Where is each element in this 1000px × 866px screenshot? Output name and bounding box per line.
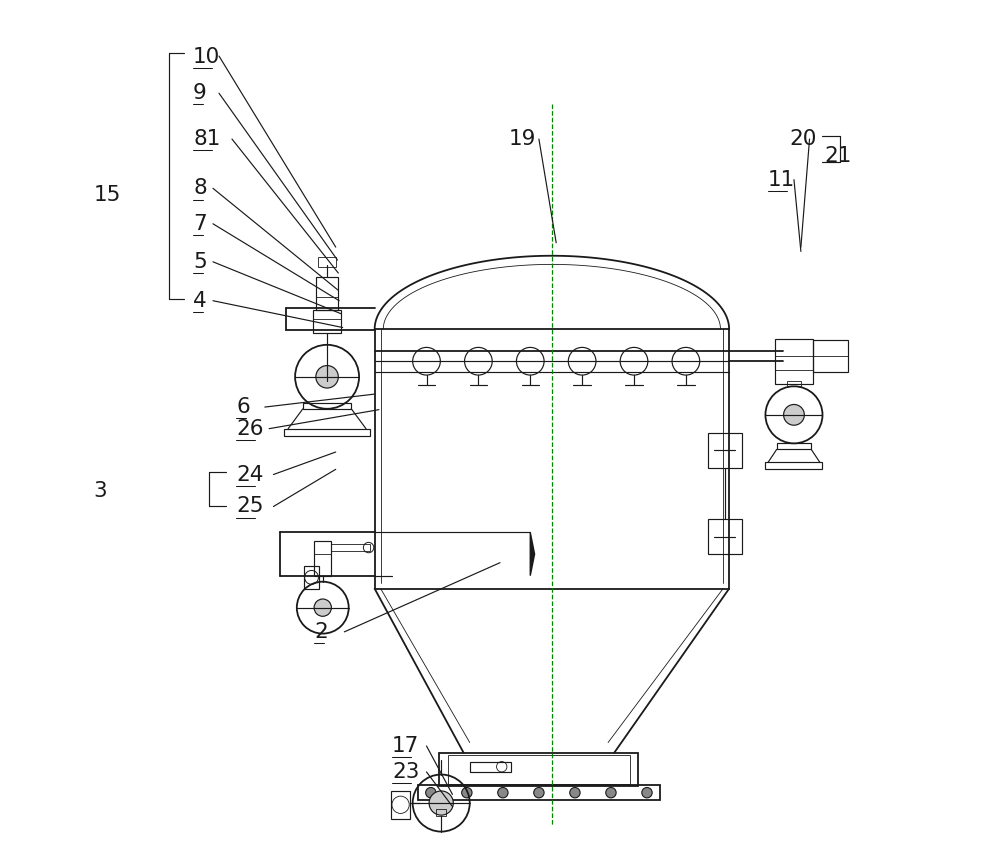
Text: 10: 10 xyxy=(193,47,220,67)
Circle shape xyxy=(570,787,580,798)
Text: 23: 23 xyxy=(392,762,419,782)
Text: 7: 7 xyxy=(193,214,207,234)
Circle shape xyxy=(429,791,453,815)
Bar xyxy=(813,340,848,372)
Text: 20: 20 xyxy=(790,129,817,149)
Bar xyxy=(391,791,410,818)
Text: 25: 25 xyxy=(236,496,264,516)
Text: 81: 81 xyxy=(193,129,220,149)
Bar xyxy=(318,256,336,267)
Text: 9: 9 xyxy=(193,83,207,103)
Bar xyxy=(304,566,319,589)
Text: 4: 4 xyxy=(193,291,207,311)
Text: 19: 19 xyxy=(509,129,536,149)
Bar xyxy=(777,443,811,449)
Bar xyxy=(418,785,660,800)
Bar xyxy=(316,277,338,310)
Bar xyxy=(470,761,511,772)
Text: 24: 24 xyxy=(236,464,264,484)
Bar xyxy=(331,544,370,552)
Text: 11: 11 xyxy=(768,170,795,190)
Bar xyxy=(436,809,446,816)
Text: 2: 2 xyxy=(314,622,328,642)
Circle shape xyxy=(606,787,616,798)
Bar xyxy=(303,403,351,409)
Text: 3: 3 xyxy=(94,481,107,501)
Circle shape xyxy=(534,787,544,798)
Bar xyxy=(313,310,341,333)
Bar xyxy=(775,339,813,384)
Text: 21: 21 xyxy=(824,146,852,166)
Bar xyxy=(439,753,638,785)
Circle shape xyxy=(498,787,508,798)
Bar xyxy=(765,462,822,469)
Text: 17: 17 xyxy=(392,736,419,756)
Circle shape xyxy=(426,787,436,798)
Bar xyxy=(284,429,370,436)
Circle shape xyxy=(316,365,338,388)
Polygon shape xyxy=(530,533,535,576)
Bar xyxy=(787,381,801,386)
Circle shape xyxy=(314,599,331,617)
Bar xyxy=(708,433,742,468)
Text: 6: 6 xyxy=(236,397,250,417)
Bar xyxy=(314,541,331,576)
Bar xyxy=(448,754,630,784)
Bar xyxy=(708,520,742,554)
Text: 8: 8 xyxy=(193,178,207,198)
Circle shape xyxy=(784,404,804,425)
Text: 5: 5 xyxy=(193,252,207,272)
Circle shape xyxy=(642,787,652,798)
Circle shape xyxy=(462,787,472,798)
Text: 15: 15 xyxy=(94,185,121,205)
Text: 26: 26 xyxy=(236,418,264,439)
